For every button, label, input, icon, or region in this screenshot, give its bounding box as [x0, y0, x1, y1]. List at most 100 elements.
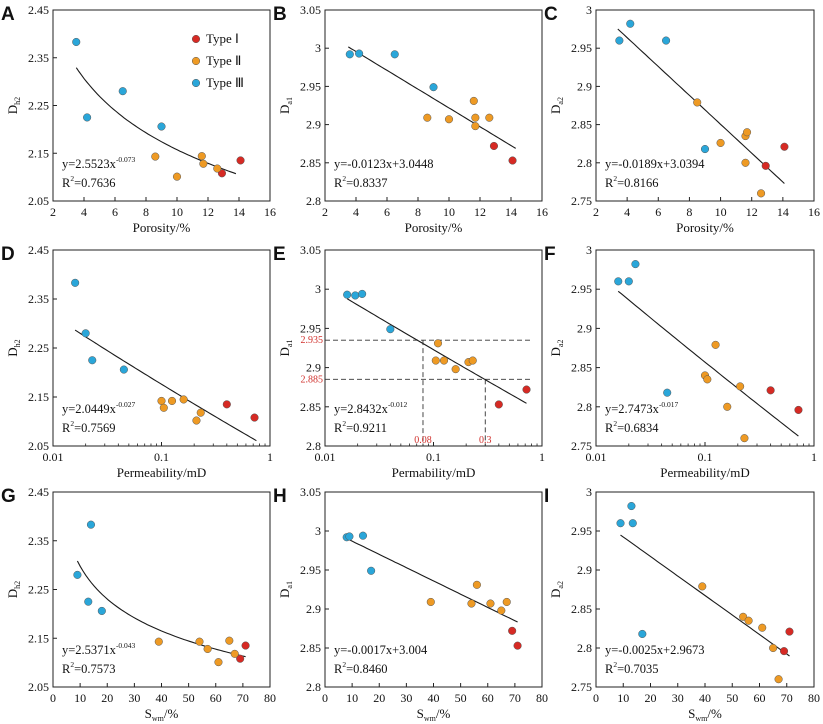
- fit-line: [617, 290, 799, 437]
- x-axis-label: Swm/%: [688, 706, 722, 723]
- x-tick-label: 14: [777, 205, 789, 219]
- data-point: [693, 98, 702, 107]
- data-point: [780, 142, 789, 151]
- data-point: [638, 629, 647, 639]
- y-tick-label: 3: [586, 3, 592, 17]
- data-point: [236, 654, 245, 663]
- y-label-main: D: [5, 105, 20, 114]
- fit-equation: y=-0.0017x+3.004: [334, 643, 428, 657]
- data-point: [736, 382, 745, 391]
- r2-sup: 2: [342, 174, 346, 183]
- equation-exponent: -0.027: [116, 400, 136, 409]
- data-point: [86, 520, 96, 529]
- x-tick-label: 0.01: [315, 450, 336, 464]
- r-squared: R2=0.7569: [62, 419, 116, 435]
- y-tick-label: 2.85: [571, 361, 592, 375]
- data-point: [494, 400, 503, 409]
- r2-prefix: R: [334, 421, 343, 435]
- y-tick-label: 2.85: [300, 400, 321, 414]
- x-tick-label: 80: [808, 691, 820, 705]
- fit-line: [76, 560, 246, 658]
- data-point: [241, 641, 250, 650]
- x-label-suffix: /%: [707, 706, 722, 721]
- y-label-main: D: [277, 105, 292, 114]
- data-point: [614, 277, 623, 286]
- annotation-x-label: 0.08: [414, 435, 432, 446]
- y-tick-label: 2.85: [571, 602, 592, 616]
- y-tick-label: 2.85: [571, 118, 592, 132]
- panel-label: F: [544, 244, 556, 265]
- data-point: [739, 612, 748, 621]
- x-label-sub: wm: [424, 714, 437, 723]
- fit-equation: y=-0.0189x+3.0394: [605, 157, 705, 171]
- data-point: [615, 36, 624, 45]
- r2-value: =0.7636: [74, 176, 115, 190]
- y-tick-label: 2.8: [577, 641, 592, 655]
- y-tick-label: 2.45: [28, 243, 49, 257]
- equation-main: y=-0.0025x+2.9673: [605, 643, 705, 657]
- x-tick-label: 20: [373, 691, 385, 705]
- fit-equation: y=-0.0025x+2.9673: [605, 643, 705, 657]
- r2-value: =0.9211: [346, 421, 387, 435]
- y-label-main: D: [277, 589, 292, 598]
- x-axis-label: Swm/%: [145, 706, 179, 723]
- data-point: [97, 606, 106, 616]
- panel-h: H 0 10 20 30 40 50 60 70 80 2.8 2.85 2.9 2.95 3 3.05 Swm…: [273, 485, 548, 723]
- x-tick-label: 8: [143, 205, 149, 219]
- equation-main: y=-0.0123x+3.0448: [334, 157, 434, 171]
- x-tick-label: 80: [536, 691, 548, 705]
- panel-label: C: [544, 4, 558, 25]
- panel-g: G 0 10 20 30 40 50 60 70 80 2.05 2.15 2.25 2.35 2.45 Sw…: [1, 485, 276, 723]
- data-point: [472, 580, 481, 589]
- equation-main: y=-0.0017x+3.004: [334, 643, 428, 657]
- x-label-sub: wm: [695, 714, 708, 723]
- x-label-suffix: /%: [436, 706, 451, 721]
- y-label-main: D: [5, 347, 20, 356]
- data-point: [157, 122, 166, 131]
- r2-value: =0.7569: [74, 421, 115, 435]
- x-tick-label: 12: [474, 205, 486, 219]
- data-point: [118, 87, 127, 96]
- y-axis-label: Dh2: [5, 581, 22, 598]
- x-tick-label: 6: [655, 205, 661, 219]
- y-tick-label: 3.05: [300, 3, 321, 17]
- y-tick-label: 2.25: [28, 341, 49, 355]
- data-point: [468, 356, 477, 365]
- data-point: [489, 141, 499, 151]
- x-label-main: S: [417, 706, 424, 721]
- r-squared: R2=0.8460: [334, 660, 388, 676]
- data-point: [700, 144, 710, 154]
- x-axis-label: Swm/%: [417, 706, 451, 723]
- annotation-x-label: 0.3: [479, 435, 492, 446]
- x-tick-label: 14: [233, 205, 245, 219]
- y-label-main: D: [277, 347, 292, 356]
- y-tick-label: 3: [315, 41, 321, 55]
- r2-value: =0.8166: [617, 176, 658, 190]
- y-tick-label: 2.9: [306, 602, 321, 616]
- panel-label: A: [1, 4, 15, 25]
- x-tick-label: 30: [672, 691, 684, 705]
- data-point: [627, 501, 636, 511]
- y-label-main: D: [548, 347, 563, 356]
- panel-d: D 0.01 0.1 1 2.05 2.15 2.25 2.35 2.45 Permeabilit…: [1, 243, 273, 480]
- data-point: [433, 339, 443, 348]
- x-tick-label: 60: [210, 691, 222, 705]
- fit-line: [346, 538, 518, 623]
- data-point: [179, 395, 188, 404]
- x-tick-label: 40: [699, 691, 711, 705]
- data-point: [157, 396, 166, 405]
- y-tick-label: 2.8: [577, 400, 592, 414]
- x-tick-label: 50: [726, 691, 738, 705]
- y-tick-label: 2.05: [28, 194, 49, 208]
- plot-frame: [324, 249, 543, 447]
- data-point: [159, 403, 168, 412]
- data-point: [345, 50, 354, 59]
- data-point: [497, 606, 506, 615]
- y-label-sub: h2: [13, 339, 22, 347]
- x-tick-label: 1: [811, 450, 817, 464]
- r2-value: =0.8337: [346, 176, 387, 190]
- data-point: [758, 623, 767, 632]
- data-point: [794, 405, 803, 414]
- r-squared: R2=0.6834: [605, 419, 659, 435]
- x-tick-label: 16: [536, 205, 548, 219]
